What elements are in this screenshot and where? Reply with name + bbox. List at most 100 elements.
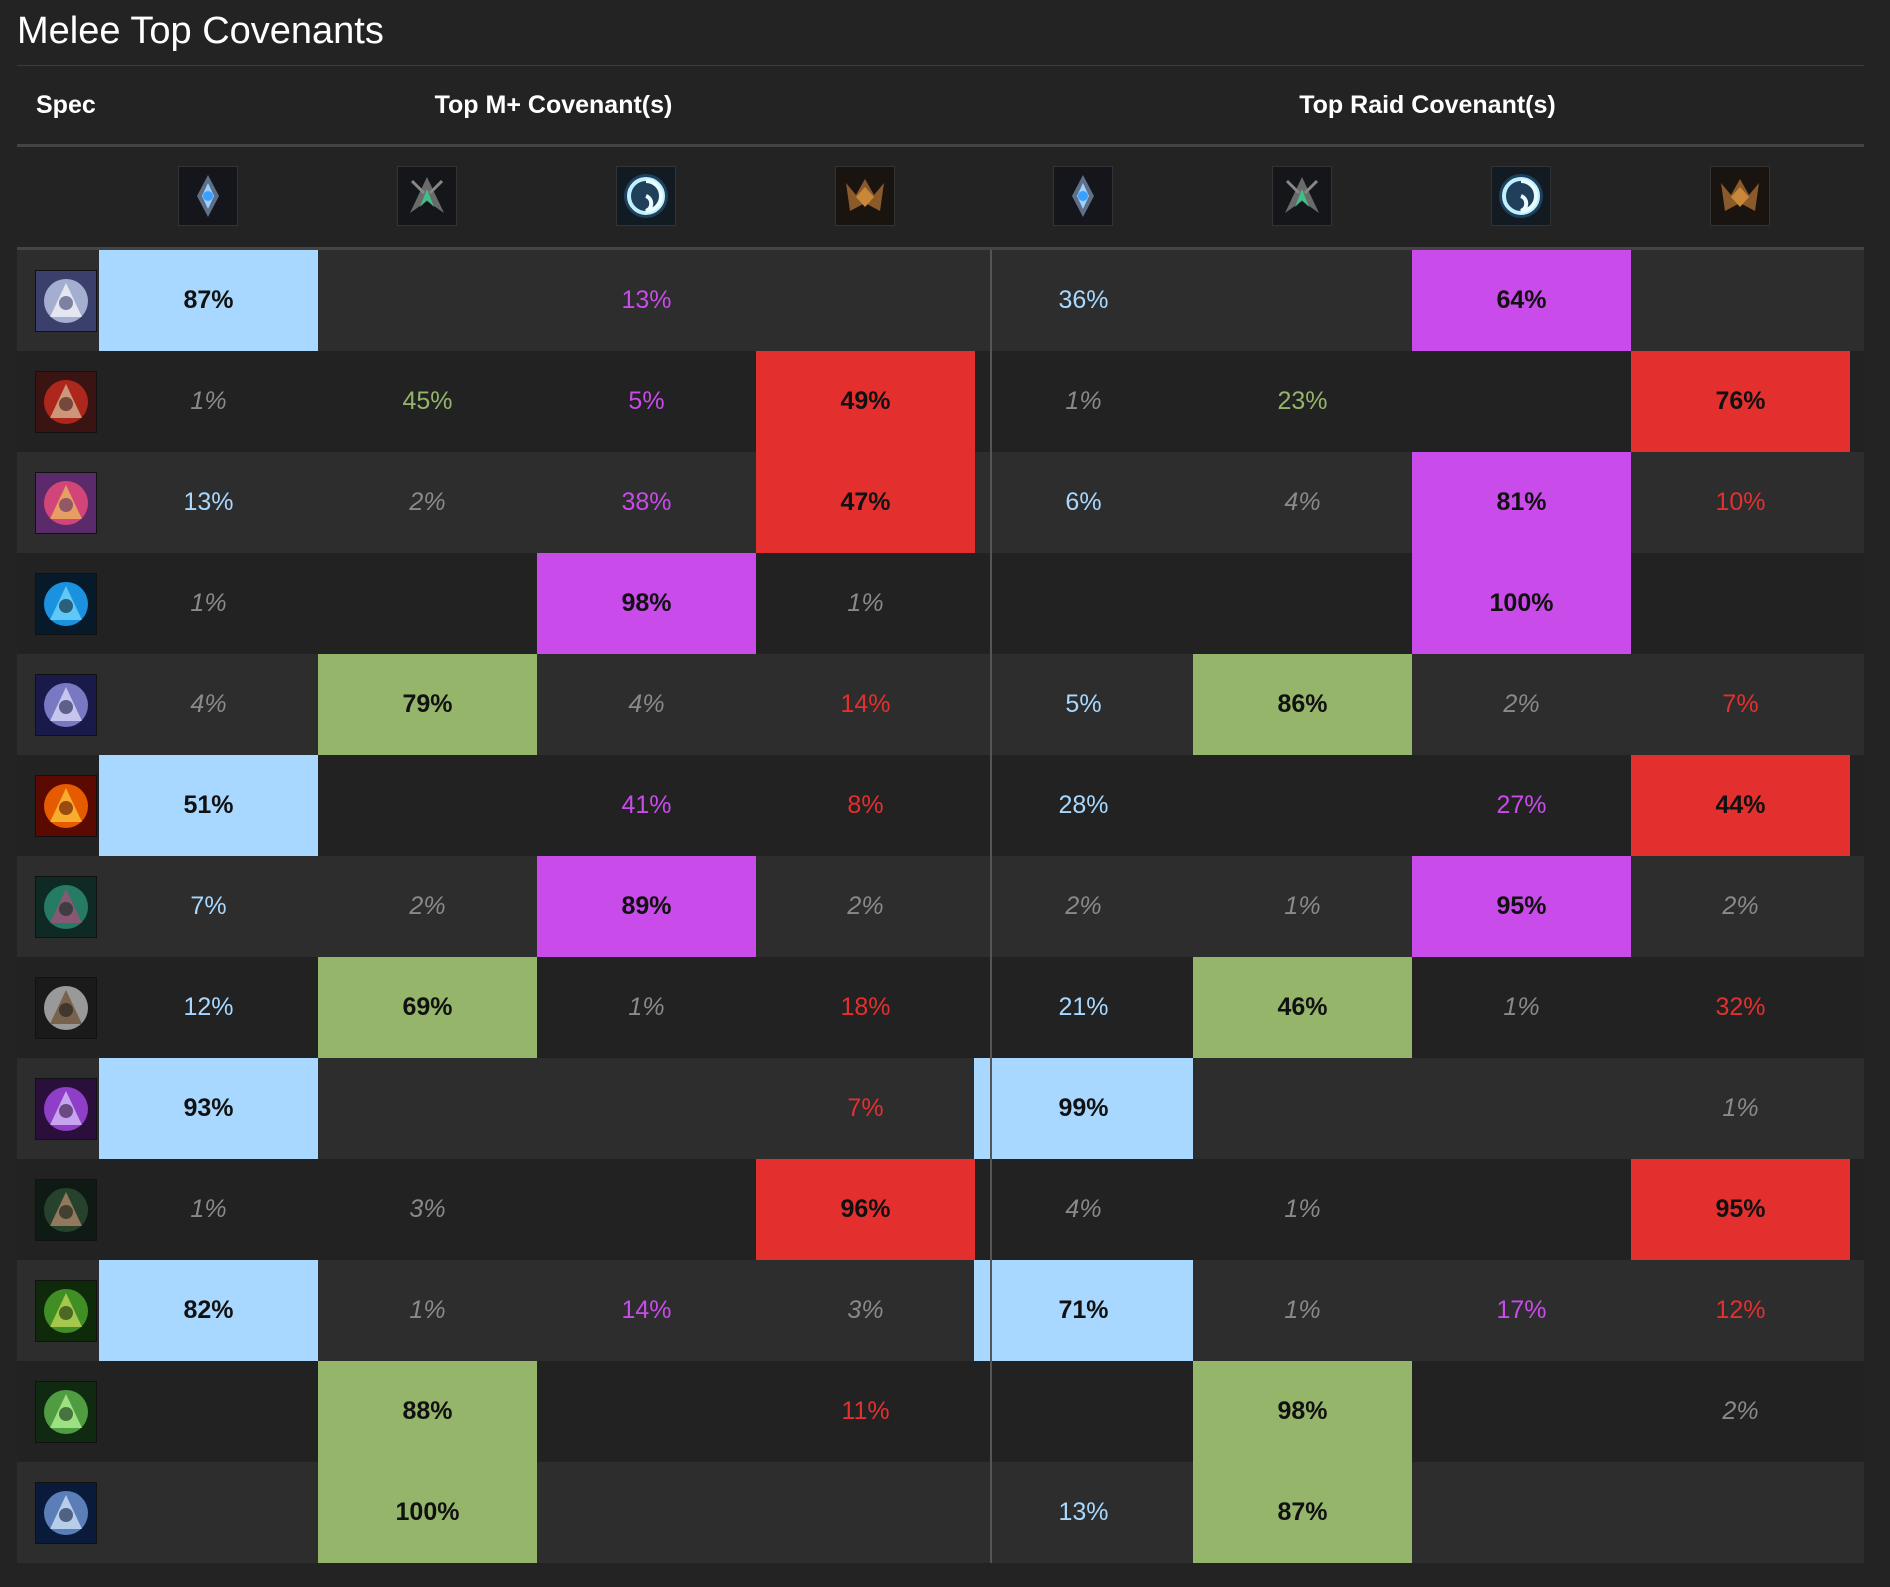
mplus-venthyr-cell — [756, 250, 975, 351]
mplus-kyrian-cell: 1% — [190, 387, 227, 415]
raid-nightfae-cell: 100% — [1412, 553, 1631, 654]
raid-kyrian-cell: 1% — [1065, 387, 1102, 415]
mplus-kyrian-cell: 13% — [183, 488, 234, 516]
mplus-kyrian-cell: 93% — [99, 1058, 318, 1159]
mplus-venthyr-column-icon-cell — [756, 147, 975, 247]
venthyr-crest-icon — [1710, 166, 1771, 226]
raid-venthyr-cell: 2% — [1722, 1397, 1759, 1425]
raid-kyrian-cell: 5% — [1065, 690, 1102, 718]
mplus-kyrian-column-icon-cell — [99, 147, 318, 247]
green-elf-icon — [35, 1280, 97, 1342]
mplus-venthyr-cell: 2% — [847, 892, 884, 920]
raid-kyrian-cell — [974, 553, 1193, 654]
table-row: 88% 11% 98% 2% — [17, 1361, 1864, 1462]
raid-necrolord-cell — [1193, 1058, 1412, 1159]
demon-mask-icon — [35, 876, 97, 938]
mplus-venthyr-cell: 8% — [847, 791, 884, 819]
title-divider — [17, 65, 1864, 66]
mplus-venthyr-cell: 47% — [756, 452, 975, 553]
mplus-nightfae-cell — [537, 1159, 756, 1260]
table-row: 13% 2% 38% 47% 6% 4% 81% 10% — [17, 452, 1864, 553]
mplus-kyrian-cell: 1% — [190, 589, 227, 617]
raid-kyrian-cell: 2% — [1065, 892, 1102, 920]
table-header: Spec Top M+ Covenant(s) Top Raid Covenan… — [17, 66, 1864, 144]
mplus-necrolord-cell: 88% — [318, 1361, 537, 1462]
frost-claw-icon — [35, 573, 97, 635]
mplus-necrolord-cell: 3% — [409, 1195, 446, 1223]
raid-kyrian-cell: 36% — [1058, 286, 1109, 314]
mplus-kyrian-cell: 4% — [190, 690, 227, 718]
raid-necrolord-cell: 1% — [1284, 892, 1321, 920]
raid-venthyr-cell: 12% — [1715, 1296, 1766, 1324]
covenant-table-body: 87% 13% 36% 64% 1% 45% 5% 49% 1% 23% 76% 13% 2% 38% 47… — [17, 250, 1864, 1563]
raid-venthyr-cell: 1% — [1722, 1094, 1759, 1122]
axe-icon — [35, 270, 97, 332]
mace-icon — [35, 977, 97, 1039]
mplus-necrolord-column-icon-cell — [318, 147, 537, 247]
raid-necrolord-cell: 1% — [1284, 1195, 1321, 1223]
mplus-kyrian-cell: 12% — [183, 993, 234, 1021]
table-row: 12% 69% 1% 18% 21% 46% 1% 32% — [17, 957, 1864, 1058]
frost-skull-icon — [35, 674, 97, 736]
raid-nightfae-cell: 2% — [1503, 690, 1540, 718]
mplus-kyrian-cell — [99, 1462, 318, 1563]
night-fae-crest-icon — [1491, 166, 1552, 226]
mplus-nightfae-cell: 1% — [628, 993, 665, 1021]
mplus-kyrian-cell: 51% — [99, 755, 318, 856]
header-divider — [17, 144, 1864, 147]
raid-necrolord-cell: 46% — [1193, 957, 1412, 1058]
necrolord-crest-icon — [1272, 166, 1333, 226]
table-row: 100% 13% 87% — [17, 1462, 1864, 1563]
table-row: 1% 3% 96% 4% 1% 95% — [17, 1159, 1864, 1260]
wolf-spirit-icon — [35, 1482, 97, 1544]
mplus-venthyr-cell: 3% — [847, 1296, 884, 1324]
mplus-necrolord-cell — [318, 250, 537, 351]
raid-nightfae-cell: 17% — [1496, 1296, 1547, 1324]
mplus-kyrian-cell: 82% — [99, 1260, 318, 1361]
mplus-venthyr-cell: 18% — [840, 993, 891, 1021]
raid-nightfae-cell: 81% — [1412, 452, 1631, 553]
raid-necrolord-cell: 23% — [1277, 387, 1328, 415]
raid-nightfae-cell — [1412, 1361, 1631, 1462]
raid-nightfae-cell — [1412, 1058, 1631, 1159]
raid-kyrian-column-icon-cell — [974, 147, 1193, 247]
mplus-necrolord-cell: 69% — [318, 957, 537, 1058]
crusader-hammer-icon — [35, 472, 97, 534]
mplus-necrolord-cell: 100% — [318, 1462, 537, 1563]
mplus-kyrian-cell: 87% — [99, 250, 318, 351]
mplus-venthyr-cell: 14% — [840, 690, 891, 718]
page-title: Melee Top Covenants — [17, 10, 384, 52]
raid-necrolord-cell: 86% — [1193, 654, 1412, 755]
raid-nightfae-cell: 1% — [1503, 993, 1540, 1021]
raid-kyrian-cell: 4% — [1065, 1195, 1102, 1223]
raid-necrolord-cell — [1193, 755, 1412, 856]
mplus-nightfae-cell: 38% — [621, 488, 672, 516]
mplus-nightfae-cell — [537, 1462, 756, 1563]
mplus-nightfae-cell: 98% — [537, 553, 756, 654]
raid-venthyr-cell: 2% — [1722, 892, 1759, 920]
table-row: 4% 79% 4% 14% 5% 86% 2% 7% — [17, 654, 1864, 755]
raid-nightfae-cell: 27% — [1496, 791, 1547, 819]
mplus-venthyr-cell: 49% — [756, 351, 975, 452]
raid-nightfae-cell — [1412, 1159, 1631, 1260]
mplus-necrolord-cell: 2% — [409, 892, 446, 920]
mplus-necrolord-cell: 79% — [318, 654, 537, 755]
raid-kyrian-cell: 28% — [1058, 791, 1109, 819]
bloody-axe-icon — [35, 371, 97, 433]
mplus-nightfae-cell: 41% — [621, 791, 672, 819]
raid-venthyr-cell: 76% — [1631, 351, 1850, 452]
night-fae-crest-icon — [616, 166, 677, 226]
mplus-nightfae-cell: 13% — [621, 286, 672, 314]
mplus-necrolord-cell: 1% — [409, 1296, 446, 1324]
plague-skull-icon — [35, 1381, 97, 1443]
raid-nightfae-column-icon-cell — [1412, 147, 1631, 247]
raid-venthyr-cell: 10% — [1715, 488, 1766, 516]
raid-kyrian-cell: 6% — [1065, 488, 1102, 516]
icon-row-divider — [17, 247, 1864, 250]
raid-venthyr-cell: 95% — [1631, 1159, 1850, 1260]
mplus-kyrian-cell: 7% — [190, 892, 227, 920]
kyrian-crest-icon — [1053, 166, 1114, 226]
mplus-venthyr-cell — [756, 1462, 975, 1563]
mplus-nightfae-cell: 4% — [628, 690, 665, 718]
mplus-venthyr-cell: 11% — [841, 1397, 890, 1425]
